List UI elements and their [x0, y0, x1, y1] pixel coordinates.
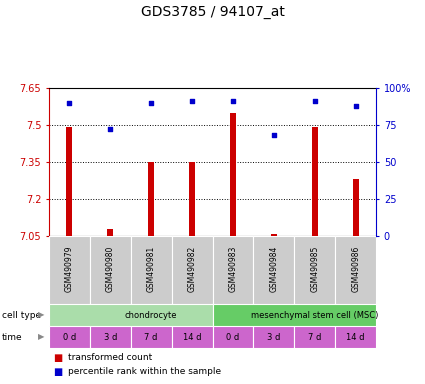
Text: ■: ■: [53, 367, 62, 377]
Bar: [271, 233, 277, 236]
Text: GSM490981: GSM490981: [147, 245, 156, 292]
Bar: [212, 236, 253, 304]
Bar: [230, 113, 236, 236]
Text: ■: ■: [53, 353, 62, 363]
Bar: [49, 304, 212, 326]
Text: ▶: ▶: [38, 311, 45, 319]
Bar: [131, 326, 172, 348]
Bar: [353, 179, 359, 236]
Point: [107, 126, 113, 132]
Bar: [253, 326, 294, 348]
Text: GSM490985: GSM490985: [310, 245, 319, 292]
Bar: [335, 236, 376, 304]
Text: 3 d: 3 d: [267, 333, 280, 341]
Bar: [90, 236, 131, 304]
Text: 14 d: 14 d: [346, 333, 365, 341]
Point: [270, 132, 277, 139]
Bar: [90, 326, 131, 348]
Bar: [212, 326, 253, 348]
Bar: [172, 326, 212, 348]
Text: GSM490983: GSM490983: [229, 245, 238, 292]
Text: GSM490982: GSM490982: [187, 245, 196, 292]
Text: GDS3785 / 94107_at: GDS3785 / 94107_at: [141, 5, 284, 19]
Bar: [148, 162, 154, 236]
Text: ▶: ▶: [38, 333, 45, 341]
Text: time: time: [2, 333, 23, 341]
Bar: [49, 236, 90, 304]
Text: chondrocyte: chondrocyte: [125, 311, 177, 319]
Text: GSM490984: GSM490984: [269, 245, 278, 292]
Text: transformed count: transformed count: [68, 354, 152, 362]
Text: 3 d: 3 d: [104, 333, 117, 341]
Bar: [66, 127, 72, 236]
Text: 14 d: 14 d: [183, 333, 201, 341]
Bar: [189, 162, 195, 236]
Bar: [212, 304, 376, 326]
Text: GSM490980: GSM490980: [106, 245, 115, 292]
Bar: [312, 127, 318, 236]
Bar: [335, 326, 376, 348]
Text: GSM490986: GSM490986: [351, 245, 360, 292]
Text: 0 d: 0 d: [63, 333, 76, 341]
Text: cell type: cell type: [2, 311, 41, 319]
Point: [66, 100, 73, 106]
Point: [189, 98, 196, 104]
Text: 0 d: 0 d: [227, 333, 240, 341]
Bar: [49, 326, 90, 348]
Bar: [294, 326, 335, 348]
Bar: [294, 236, 335, 304]
Bar: [253, 236, 294, 304]
Bar: [131, 236, 172, 304]
Text: 7 d: 7 d: [144, 333, 158, 341]
Text: 7 d: 7 d: [308, 333, 321, 341]
Text: mesenchymal stem cell (MSC): mesenchymal stem cell (MSC): [251, 311, 378, 319]
Bar: [107, 228, 113, 236]
Point: [312, 98, 318, 104]
Text: percentile rank within the sample: percentile rank within the sample: [68, 367, 221, 376]
Point: [148, 100, 155, 106]
Text: GSM490979: GSM490979: [65, 245, 74, 292]
Point: [230, 98, 236, 104]
Point: [352, 103, 359, 109]
Bar: [172, 236, 212, 304]
